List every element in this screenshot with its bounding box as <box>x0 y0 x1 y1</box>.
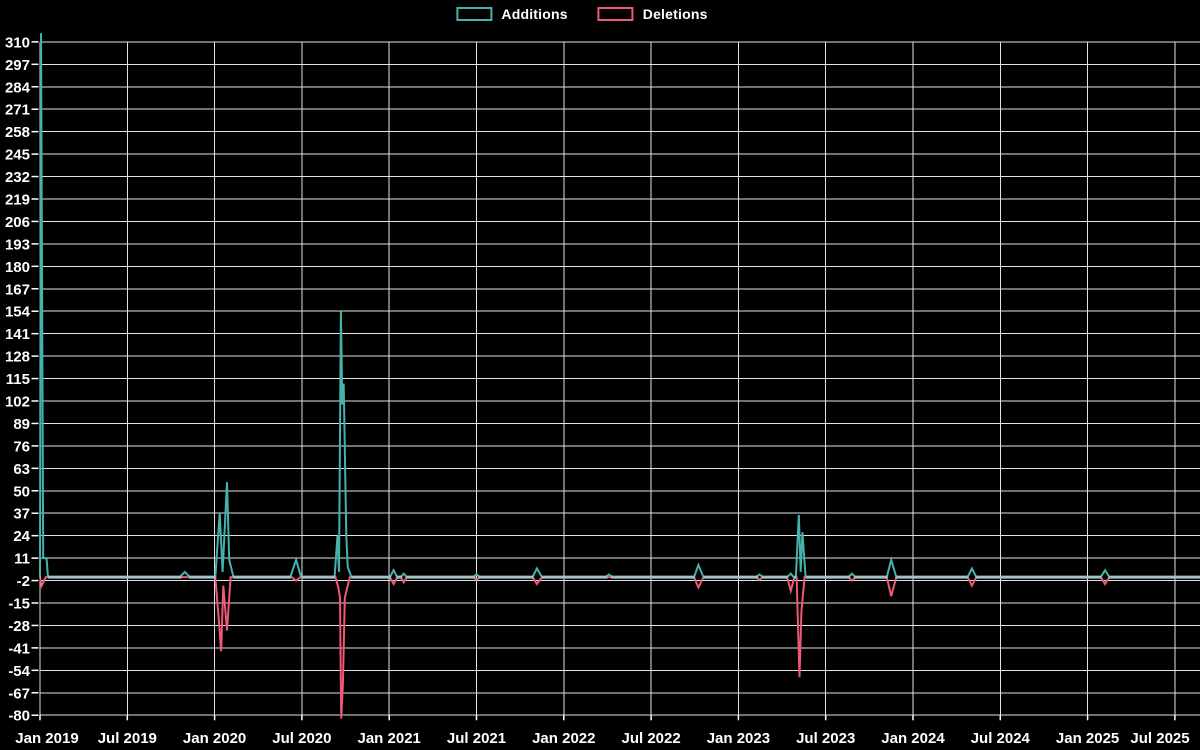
deletions-swatch-icon <box>597 7 634 21</box>
y-tick-label: 193 <box>5 236 30 253</box>
x-tick-label: Jul 2019 <box>98 730 157 747</box>
legend-label: Additions <box>501 6 568 22</box>
y-tick-label: 310 <box>5 34 30 51</box>
y-tick-label: 232 <box>5 169 30 186</box>
y-tick-label: 258 <box>5 124 30 141</box>
legend: Additions Deletions <box>456 6 707 22</box>
legend-item-additions[interactable]: Additions <box>456 6 568 22</box>
y-tick-label: 297 <box>5 57 30 74</box>
y-tick-label: 76 <box>13 438 30 455</box>
x-tick-label: Jan 2022 <box>532 730 595 747</box>
x-tick-label: Jan 2025 <box>1056 730 1119 747</box>
y-tick-label: 219 <box>5 191 30 208</box>
x-tick-label: Jul 2022 <box>621 730 680 747</box>
y-tick-label: 115 <box>6 371 30 388</box>
x-tick-label: Jul 2020 <box>272 730 331 747</box>
y-tick-label: 11 <box>14 551 30 568</box>
y-tick-label: 206 <box>5 214 30 231</box>
x-tick-label: Jul 2024 <box>971 730 1031 747</box>
x-tick-label: Jan 2019 <box>15 730 78 747</box>
y-tick-label: 284 <box>5 79 31 96</box>
x-tick-label: Jan 2023 <box>707 730 770 747</box>
x-tick-label: Jul 2021 <box>447 730 506 747</box>
x-tick-label: Jan 2024 <box>881 730 945 747</box>
y-tick-label: -80 <box>8 708 30 725</box>
x-tick-label: Jan 2020 <box>183 730 246 747</box>
x-tick-label: Jul 2025 <box>1130 730 1189 747</box>
y-tick-label: -15 <box>8 595 30 612</box>
y-tick-label: 24 <box>13 528 30 545</box>
y-tick-label: -41 <box>8 640 30 657</box>
x-tick-label: Jul 2023 <box>796 730 855 747</box>
y-tick-label: 154 <box>5 304 31 321</box>
additions-swatch-icon <box>456 7 493 21</box>
y-tick-label: 89 <box>13 416 30 433</box>
y-tick-label: 245 <box>5 147 30 164</box>
y-tick-label: 167 <box>5 281 30 298</box>
y-tick-label: 128 <box>5 349 30 366</box>
y-tick-label: 271 <box>5 102 30 119</box>
additions-line <box>39 33 1200 579</box>
y-tick-label: -28 <box>8 618 30 635</box>
y-tick-label: -67 <box>8 685 30 702</box>
y-tick-label: -54 <box>8 663 30 680</box>
y-tick-label: 50 <box>13 483 30 500</box>
y-tick-label: 141 <box>5 326 30 343</box>
y-tick-label: -2 <box>17 573 30 590</box>
y-tick-label: 180 <box>5 259 30 276</box>
legend-item-deletions[interactable]: Deletions <box>597 6 708 22</box>
y-tick-label: 37 <box>13 506 30 523</box>
x-tick-label: Jan 2021 <box>358 730 421 747</box>
y-tick-label: 102 <box>5 393 30 410</box>
y-tick-label: 63 <box>13 461 30 478</box>
legend-label: Deletions <box>642 6 708 22</box>
